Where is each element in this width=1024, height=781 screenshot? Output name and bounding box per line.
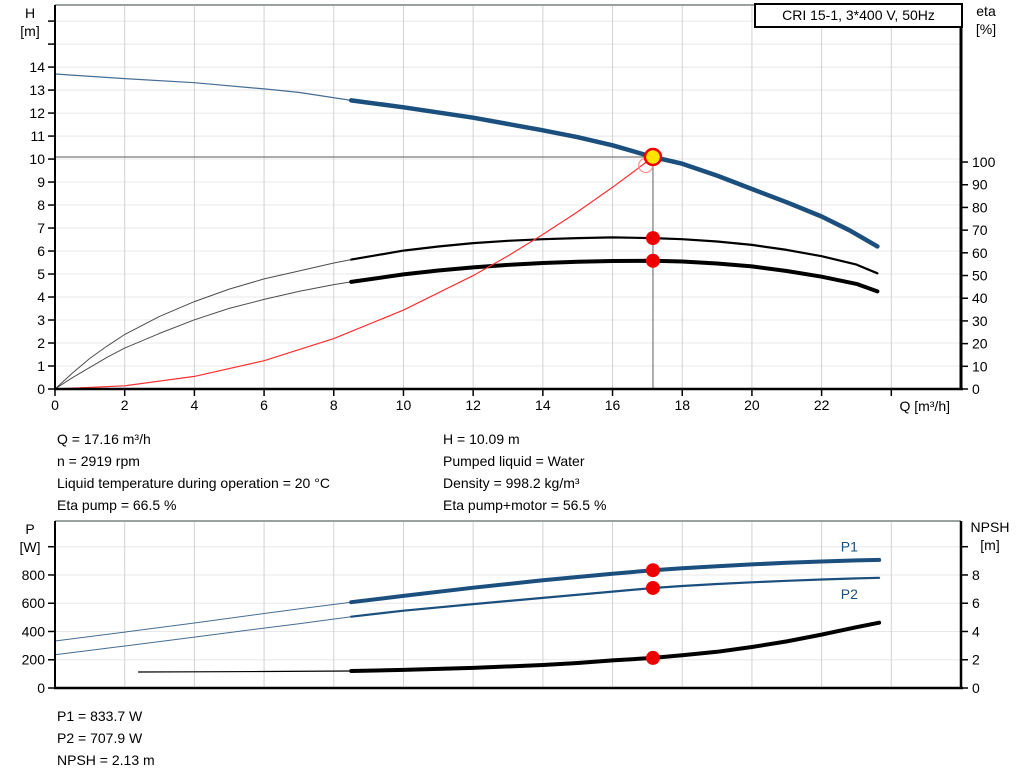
y-right-tick-label: 4 [972, 623, 980, 639]
y-left-tick-label: 0 [37, 381, 45, 397]
y-left-tick-label: 0 [37, 680, 45, 696]
eta-axis-title: eta [%] [964, 2, 1008, 38]
p1-curve-label: P1 [841, 539, 858, 555]
y-right-tick-label: 50 [972, 268, 988, 284]
y-right-tick-label: 8 [972, 567, 980, 583]
p1-point [645, 563, 660, 578]
annotation-head: H = 10.09 m [443, 431, 520, 447]
eta-axis-title-unit: [%] [975, 21, 997, 37]
p-axis-title-symbol: P [25, 521, 35, 537]
h-axis-title: H [m] [12, 4, 48, 40]
y-right-tick-label: 80 [972, 199, 988, 215]
annotation-pumped-liquid: Pumped liquid = Water [443, 453, 585, 469]
y-left-tick-label: 8 [37, 197, 45, 213]
y-left-tick-label: 6 [37, 243, 45, 259]
y-left-tick-label: 5 [37, 266, 45, 282]
p2-curve [350, 576, 881, 618]
p-axis-title: P [W] [12, 520, 48, 556]
y-right-tick-label: 2 [972, 652, 980, 668]
y-left-tick-label: 200 [22, 652, 46, 668]
npsh-point [645, 650, 660, 665]
x-tick-label: 20 [744, 397, 760, 413]
operating-data-bottom: P1 = 833.7 W P2 = 707.9 W NPSH = 2.13 m [57, 705, 155, 771]
x-tick-label: 16 [605, 397, 621, 413]
h-axis-title-symbol: H [24, 5, 36, 21]
eta-pump-motor-curve [349, 258, 880, 294]
y-left-tick-label: 9 [37, 174, 45, 190]
npsh-curve-thin [138, 670, 352, 673]
y-right-tick-label: 20 [972, 336, 988, 352]
annotation-flow: Q = 17.16 m³/h [57, 431, 151, 447]
y-left-tick-label: 600 [22, 595, 46, 611]
annotation-npsh: NPSH = 2.13 m [57, 752, 155, 768]
h-axis-title-unit: [m] [20, 23, 40, 39]
annotation-eta-pump-motor: Eta pump+motor = 56.5 % [443, 497, 607, 513]
pump-title-box: CRI 15-1, 3*400 V, 50Hz [754, 3, 963, 28]
annotation-speed: n = 2919 rpm [57, 453, 140, 469]
y-right-tick-label: 0 [972, 680, 980, 696]
annotation-density: Density = 998.2 kg/m³ [443, 475, 580, 491]
y-right-tick-label: 60 [972, 245, 988, 261]
eta-pump-motor-point [645, 253, 660, 268]
y-left-tick-label: 1 [37, 358, 45, 374]
y-right-tick-label: 10 [972, 358, 988, 374]
q-axis-title: Q [m³/h] [899, 398, 950, 414]
y-left-tick-label: 11 [30, 128, 45, 144]
x-tick-label: 2 [121, 397, 129, 413]
x-tick-label: 8 [330, 397, 338, 413]
y-right-tick-label: 6 [972, 595, 980, 611]
system-curve [54, 156, 654, 390]
duty-point [643, 147, 663, 167]
eta-pump-motor-curve-thin [54, 281, 352, 390]
y-left-tick-label: 3 [37, 312, 45, 328]
x-tick-label: 6 [260, 397, 268, 413]
npsh-curve [349, 620, 882, 673]
y-left-tick-label: 2 [37, 335, 45, 351]
x-tick-label: 12 [465, 397, 481, 413]
eta-pump-point [645, 231, 660, 246]
y-right-tick-label: 40 [972, 290, 988, 306]
npsh-axis-title: NPSH [m] [961, 518, 1019, 554]
y-right-tick-label: 90 [972, 177, 988, 193]
y-left-tick-label: 13 [29, 82, 45, 98]
y-right-tick-label: 100 [972, 154, 996, 170]
p-axis-title-unit: [W] [19, 539, 41, 555]
p2-point [645, 580, 660, 595]
y-right-tick-label: 30 [972, 313, 988, 329]
annotation-liquid-temperature: Liquid temperature during operation = 20… [57, 475, 330, 491]
p1-curve [349, 557, 882, 605]
x-tick-label: 14 [535, 397, 551, 413]
annotation-eta-pump: Eta pump = 66.5 % [57, 497, 177, 513]
x-tick-label: 0 [51, 397, 59, 413]
x-tick-label: 10 [396, 397, 412, 413]
y-left-tick-label: 14 [29, 59, 45, 75]
y-left-tick-label: 7 [37, 220, 45, 236]
p2-curve-label: P2 [841, 586, 858, 602]
head-curve [348, 98, 880, 249]
annotation-p2: P2 = 707.9 W [57, 730, 143, 746]
eta-pump-curve [350, 236, 879, 275]
npsh-axis-title-symbol: NPSH [970, 519, 1010, 535]
y-right-tick-label: 70 [972, 222, 988, 238]
p1-curve-thin [54, 601, 352, 642]
p2-curve-thin [54, 616, 352, 656]
y-left-tick-label: 800 [22, 567, 46, 583]
x-tick-label: 22 [814, 397, 830, 413]
eta-axis-title-symbol: eta [976, 3, 996, 19]
y-left-tick-label: 400 [22, 623, 46, 639]
npsh-axis-title-unit: [m] [980, 537, 1000, 553]
annotation-p1: P1 = 833.7 W [57, 708, 143, 724]
operating-data-left: Q = 17.16 m³/h n = 2919 rpm Liquid tempe… [57, 428, 330, 516]
y-left-tick-label: 4 [37, 289, 45, 305]
y-left-tick-label: 10 [29, 151, 45, 167]
y-left-tick-label: 12 [29, 105, 45, 121]
x-tick-label: 18 [674, 397, 690, 413]
eta-pump-curve-thin [54, 259, 352, 390]
y-right-tick-label: 0 [972, 381, 980, 397]
head-curve-thin [54, 73, 352, 102]
x-tick-label: 4 [190, 397, 198, 413]
operating-data-right: H = 10.09 m Pumped liquid = Water Densit… [443, 428, 606, 516]
